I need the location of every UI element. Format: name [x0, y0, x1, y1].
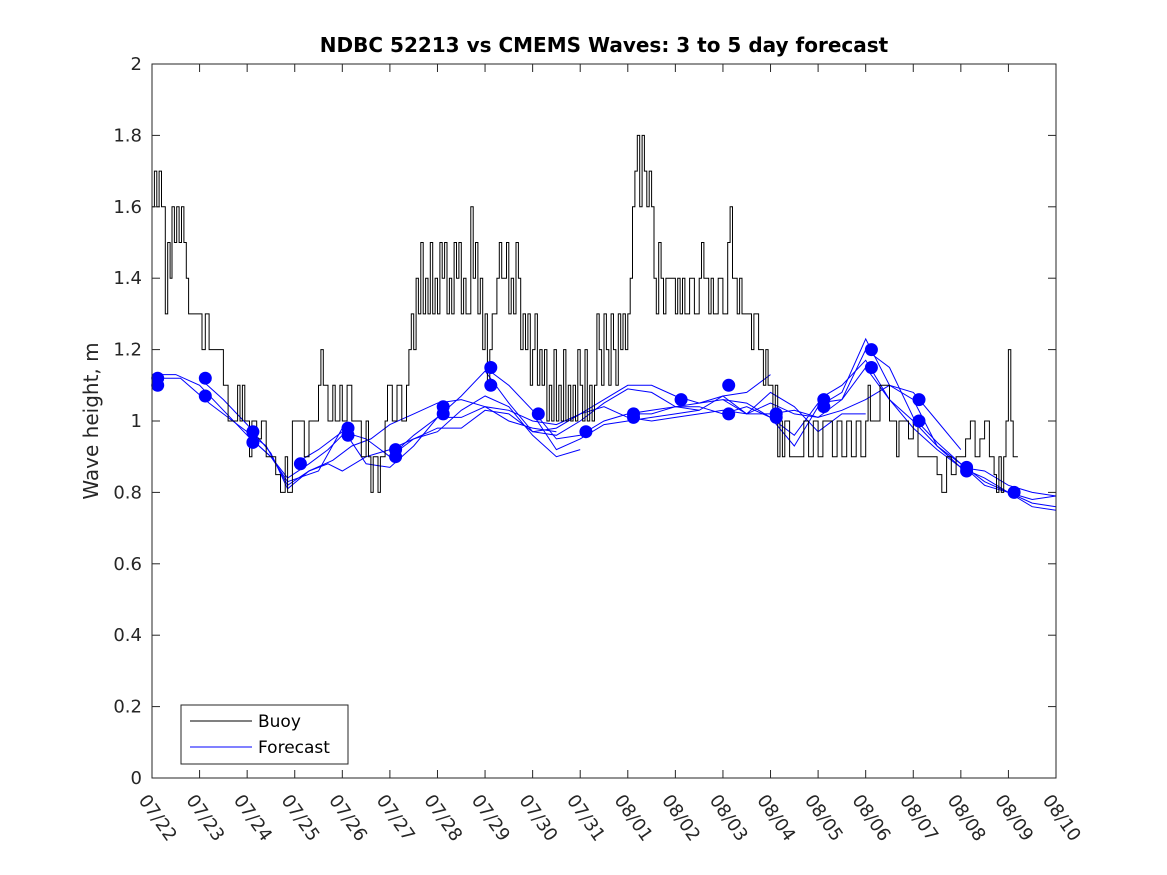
buoy-series-group [152, 134, 1018, 493]
forecast-marker [341, 428, 355, 442]
chart-title: NDBC 52213 vs CMEMS Waves: 3 to 5 day fo… [320, 33, 889, 57]
forecast-marker [246, 425, 260, 439]
forecast-line [246, 370, 700, 483]
y-axis-ticks: 0 0.2 0.4 0.6 0.8 1 1.2 1.4 1.6 1.8 2 [113, 54, 1056, 789]
y-tick-label: 1 [131, 411, 142, 432]
forecast-marker [579, 425, 593, 439]
y-tick-label: 0.4 [113, 625, 142, 646]
forecast-marker [864, 343, 878, 357]
y-tick-label: 0.8 [113, 482, 142, 503]
forecast-marker [912, 393, 926, 407]
legend-forecast-label: Forecast [258, 738, 330, 758]
forecast-marker [484, 361, 498, 374]
y-tick-label: 1.2 [113, 340, 142, 361]
y-tick-label: 0.2 [113, 697, 142, 718]
forecast-marker [151, 378, 165, 392]
y-tick-label: 1.6 [113, 197, 142, 218]
forecast-marker [389, 450, 403, 464]
y-axis-label: Wave height, m [79, 342, 103, 499]
forecast-line [294, 374, 771, 465]
forecast-marker [246, 435, 260, 449]
forecast-marker [722, 407, 736, 421]
forecast-marker [674, 393, 688, 407]
y-tick-label: 1.4 [113, 268, 142, 289]
forecast-marker [769, 410, 783, 424]
forecast-markers-group [151, 343, 1021, 499]
legend: Buoy Forecast [180, 704, 349, 765]
legend-box [180, 704, 349, 765]
forecast-marker [1007, 485, 1021, 499]
forecast-marker [627, 410, 640, 424]
y-tick-label: 2 [131, 54, 142, 75]
forecast-line [627, 337, 1057, 511]
forecast-marker [864, 361, 878, 374]
forecast-marker [817, 400, 831, 414]
forecast-marker [484, 378, 498, 392]
forecast-marker [531, 407, 545, 421]
forecast-marker [436, 407, 450, 421]
forecast-marker [198, 389, 212, 403]
y-tick-label: 1.8 [113, 125, 142, 146]
forecast-marker [960, 464, 974, 478]
buoy-line [152, 134, 1018, 493]
forecast-line [199, 377, 581, 490]
forecast-marker [293, 457, 307, 471]
y-tick-label: 0.6 [113, 554, 142, 575]
forecast-marker [198, 371, 212, 385]
legend-buoy-label: Buoy [258, 712, 301, 732]
forecast-marker [912, 414, 926, 428]
y-tick-label: 0 [131, 768, 142, 789]
forecast-marker [722, 378, 736, 392]
